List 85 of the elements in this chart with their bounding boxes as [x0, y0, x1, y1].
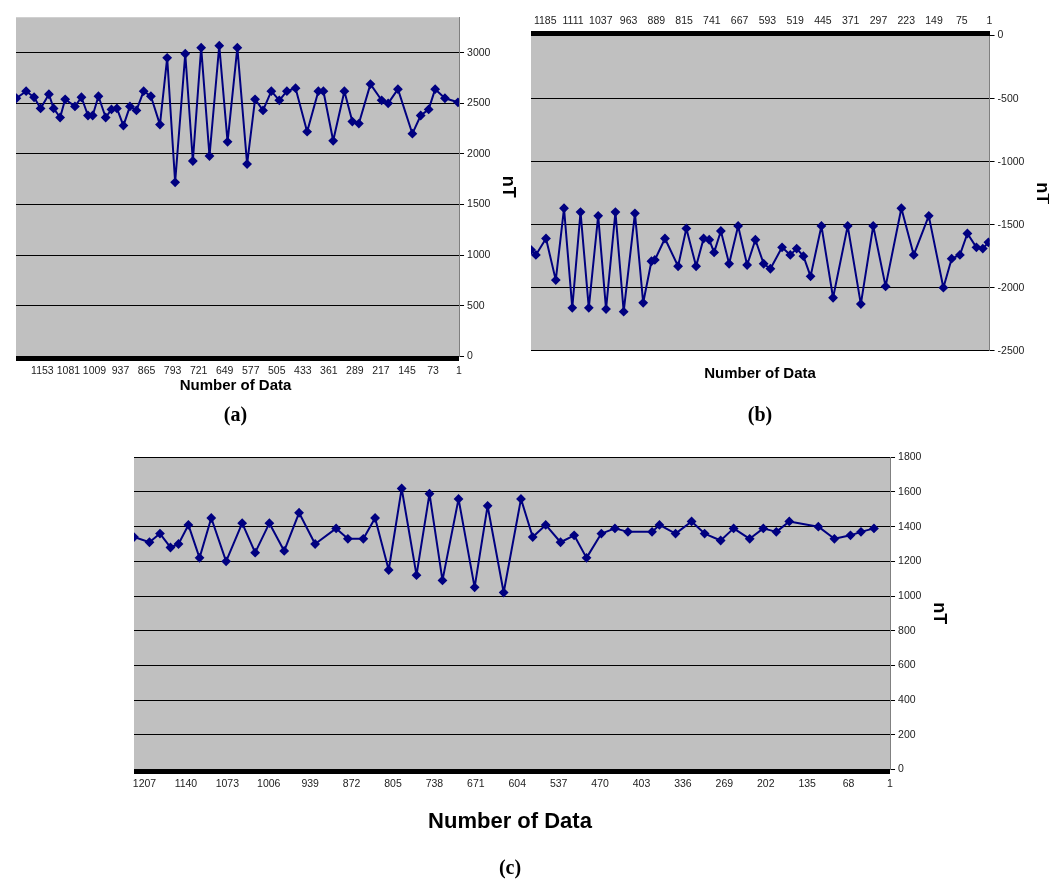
- y-tick-label: 1400: [898, 519, 922, 532]
- y-tick-label: 0: [997, 28, 1004, 41]
- y-axis-title: nT: [930, 602, 951, 625]
- y-tick-label: 0: [898, 762, 905, 775]
- x-tick-label: 1140: [174, 776, 198, 789]
- x-tick-label: 1111: [562, 14, 584, 27]
- x-tick-label: 68: [842, 776, 855, 789]
- y-tick-label: -2500: [997, 343, 1025, 356]
- x-tick-label: 537: [549, 776, 568, 789]
- x-tick-label: 202: [757, 776, 775, 789]
- x-tick-label: 145: [398, 363, 416, 376]
- y-tick-label: 2000: [467, 146, 491, 159]
- y-tick-label: 500: [467, 298, 485, 311]
- x-tick-label: 1207: [132, 776, 157, 789]
- y-axis-title: nT: [499, 175, 520, 198]
- x-tick-label: 865: [137, 363, 156, 376]
- x-tick-label: 445: [814, 14, 832, 27]
- y-tick-label: 0: [467, 349, 474, 362]
- y-tick-label: 1800: [898, 450, 922, 463]
- x-tick-label: 593: [758, 14, 777, 27]
- y-tick-label: 2500: [467, 96, 491, 109]
- x-tick-label: 470: [591, 776, 610, 789]
- y-tick-label: 600: [898, 658, 916, 671]
- y-tick-label: 1600: [898, 484, 922, 497]
- y-tick-label: 1500: [467, 197, 491, 210]
- x-tick-label: 1073: [215, 776, 240, 789]
- x-tick-label: 135: [798, 776, 817, 789]
- x-tick-label: 1185: [533, 14, 557, 27]
- y-tick-label: 1200: [898, 554, 922, 567]
- x-tick-label: 289: [346, 363, 364, 376]
- x-tick-label: 805: [384, 776, 402, 789]
- y-tick-label: -1000: [997, 154, 1025, 167]
- x-tick-label: 1009: [82, 363, 107, 376]
- x-tick-label: 1: [887, 776, 894, 789]
- x-tick-label: 671: [467, 776, 485, 789]
- x-tick-label: 1081: [56, 363, 81, 376]
- x-axis-title: Number of Data: [703, 364, 817, 381]
- x-tick-label: 336: [674, 776, 692, 789]
- x-tick-label: 889: [647, 14, 666, 27]
- text: (c): [497, 856, 523, 879]
- x-tick-label: 963: [619, 14, 638, 27]
- x-tick-label: 815: [675, 14, 694, 27]
- x-tick-label: 1: [456, 363, 463, 376]
- x-tick-label: 1153: [31, 363, 54, 376]
- x-tick-label: 269: [715, 776, 734, 789]
- x-tick-label: 75: [955, 14, 968, 27]
- x-axis-title: Number of Data: [178, 376, 293, 393]
- x-tick-label: 738: [425, 776, 444, 789]
- x-tick-label: 223: [897, 14, 916, 27]
- y-tick-label: 400: [898, 692, 916, 705]
- x-tick-label: 403: [632, 776, 651, 789]
- x-tick-label: 297: [869, 14, 888, 27]
- x-tick-label: 371: [841, 14, 860, 27]
- x-tick-label: 604: [508, 776, 527, 789]
- y-tick-label: -1500: [997, 217, 1025, 230]
- x-tick-label: 649: [215, 363, 234, 376]
- x-tick-label: 217: [372, 363, 390, 376]
- x-tick-label: 793: [163, 363, 182, 376]
- x-tick-label: 361: [320, 363, 338, 376]
- x-tick-label: 939: [301, 776, 320, 789]
- x-tick-label: 667: [730, 14, 749, 27]
- y-tick-label: 800: [898, 623, 916, 636]
- y-tick-label: 3000: [467, 45, 491, 58]
- text: (a): [222, 403, 249, 426]
- x-tick-label: 741: [703, 14, 721, 27]
- y-tick-label: -500: [997, 91, 1019, 104]
- x-tick-label: 872: [342, 776, 361, 789]
- x-tick-label: 937: [111, 363, 130, 376]
- x-tick-label: 519: [786, 14, 805, 27]
- x-axis-title: Number of Data: [427, 808, 593, 834]
- x-tick-label: 1037: [589, 14, 613, 27]
- x-tick-label: 1006: [257, 776, 281, 789]
- y-tick-label: 1000: [898, 588, 922, 601]
- text: (b): [746, 403, 774, 426]
- y-axis-title: nT: [1033, 182, 1049, 205]
- x-tick-label: 505: [268, 363, 286, 376]
- y-tick-label: -2000: [997, 280, 1025, 293]
- x-tick-label: 1: [986, 14, 993, 27]
- x-tick-label: 577: [241, 363, 260, 376]
- x-tick-label: 433: [294, 363, 312, 376]
- x-tick-label: 149: [925, 14, 943, 27]
- x-tick-label: 721: [189, 363, 208, 376]
- x-tick-label: 73: [427, 363, 439, 376]
- y-tick-label: 200: [898, 727, 916, 740]
- y-tick-label: 1000: [467, 248, 491, 261]
